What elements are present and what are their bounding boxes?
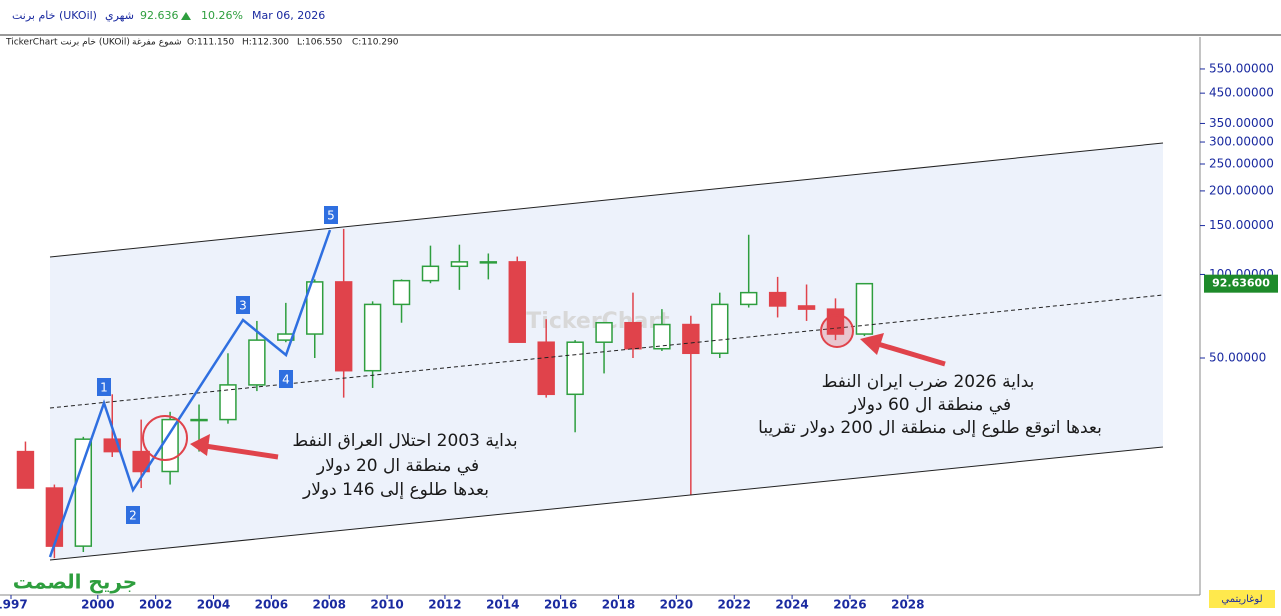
info-low: L:106.550: [297, 38, 343, 48]
candle-body: [450, 261, 469, 268]
period: شهري: [105, 9, 134, 22]
price-badge-label: 92.63600: [1212, 277, 1270, 290]
candle-body: [797, 305, 816, 310]
up-arrow: [181, 12, 191, 20]
price-badge: [1204, 274, 1278, 293]
y-tick-label: 450.00000: [1209, 86, 1274, 100]
price: 92.636: [140, 9, 179, 22]
x-tick-label: 2014: [486, 598, 519, 612]
x-tick-label: 2010: [370, 598, 403, 612]
symbol: خام برنت (UKOil): [12, 9, 97, 22]
y-tick-label: 250.00000: [1209, 157, 1274, 171]
candle-body: [479, 261, 498, 264]
wave-label: 1: [100, 381, 108, 395]
candle-body: [248, 339, 266, 386]
candle-body: [855, 282, 874, 335]
candle-body: [595, 321, 613, 343]
change: 10.26%: [201, 9, 243, 22]
candle-body: [363, 303, 382, 372]
scale-mode[interactable]: لوغاريتمي: [1221, 594, 1262, 605]
channel-fill: [50, 143, 1163, 560]
candle-body: [334, 281, 353, 372]
annotation: بعدها طلوع إلى 146 دولار: [302, 480, 489, 500]
wave-box: [126, 506, 140, 524]
y-tick-label: 300.00000: [1209, 135, 1274, 149]
x-tick-label: 1997: [0, 598, 28, 612]
x-tick-label: 2002: [139, 598, 172, 612]
x-tick-label: 2004: [197, 598, 230, 612]
channel-mid: [49, 294, 1164, 409]
x-tick-label: 2024: [775, 598, 808, 612]
x-tick-label: 2012: [428, 598, 461, 612]
candle-body: [219, 384, 237, 421]
y-tick-label: 350.00000: [1209, 116, 1274, 130]
wave-label: 4: [282, 373, 290, 387]
x-tick-label: 2000: [81, 598, 114, 612]
candle-body: [306, 281, 324, 335]
candle-body: [508, 261, 526, 343]
candle-body: [16, 450, 35, 489]
candle-body: [74, 438, 93, 547]
annotation: بعدها اتوقع طلوع إلى منطقة ال 200 دولار …: [758, 418, 1102, 438]
channel-upper: [49, 142, 1164, 258]
highlight-circle: [820, 314, 854, 348]
date: Mar 06, 2026: [252, 9, 325, 22]
annotation: بداية 2003 احتلال العراق النفط: [292, 431, 517, 451]
x-tick-label: 2026: [833, 598, 866, 612]
y-tick-label: 50.00000: [1209, 351, 1266, 365]
x-tick-label: 2006: [255, 598, 288, 612]
wave-box: [97, 378, 111, 396]
x-tick-label: 2022: [718, 598, 751, 612]
wave-label: 5: [327, 209, 335, 223]
wave-path: [48, 229, 332, 558]
candle-body: [45, 487, 64, 547]
author: جريح الصمت: [13, 570, 137, 594]
candle-body: [768, 291, 787, 307]
arrow-head: [190, 434, 210, 456]
wave-box: [236, 296, 250, 314]
candle-body: [190, 418, 208, 422]
wave-label: 3: [239, 299, 247, 313]
annotation: في منطقة ال 60 دولار: [848, 395, 1011, 415]
candle-body: [537, 341, 555, 396]
candle-body: [566, 341, 584, 396]
x-tick-label: 2018: [602, 598, 635, 612]
wave-box: [324, 206, 338, 224]
candles: [16, 228, 874, 559]
y-tick-label: 200.00000: [1209, 183, 1274, 197]
info-source: TickerChart خام برنت (UKOil): [5, 38, 130, 48]
scale-mode-box[interactable]: [1209, 590, 1275, 608]
candle-body: [739, 291, 758, 306]
candle-body: [132, 450, 150, 473]
candle-body: [161, 418, 179, 473]
x-tick-label: 2020: [660, 598, 693, 612]
candle-body: [711, 303, 729, 355]
candle-body: [682, 323, 700, 355]
wave-label: 2: [129, 509, 137, 523]
info-open: O:111.150: [187, 38, 234, 48]
channel-lower: [49, 446, 1164, 561]
x-tick-label: 2016: [544, 598, 577, 612]
annotation: في منطقة ال 20 دولار: [316, 456, 479, 476]
x-tick-label: 2028: [891, 598, 924, 612]
annotation: بداية 2026 ضرب ايران النفط: [822, 372, 1035, 392]
arrow: [877, 341, 946, 367]
candle-body: [392, 279, 411, 306]
y-tick-label: 550.00000: [1209, 61, 1274, 75]
arrow-head: [860, 333, 884, 355]
candle-body: [421, 265, 440, 282]
highlight-circle: [142, 415, 188, 461]
candle-body: [277, 333, 295, 341]
candle-body: [624, 321, 642, 350]
arrow: [204, 443, 279, 460]
info-high: H:112.300: [242, 38, 289, 48]
info-close: C:110.290: [352, 38, 399, 48]
candle-body: [653, 323, 671, 350]
y-tick-label: 150.00000: [1209, 218, 1274, 232]
wave-box: [279, 370, 293, 388]
x-tick-label: 2008: [313, 598, 346, 612]
info-style: شموع مفرغة: [132, 38, 182, 48]
